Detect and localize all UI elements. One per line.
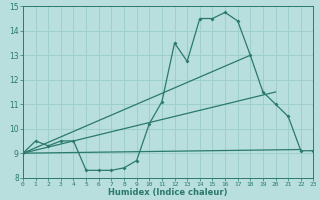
- X-axis label: Humidex (Indice chaleur): Humidex (Indice chaleur): [108, 188, 228, 197]
